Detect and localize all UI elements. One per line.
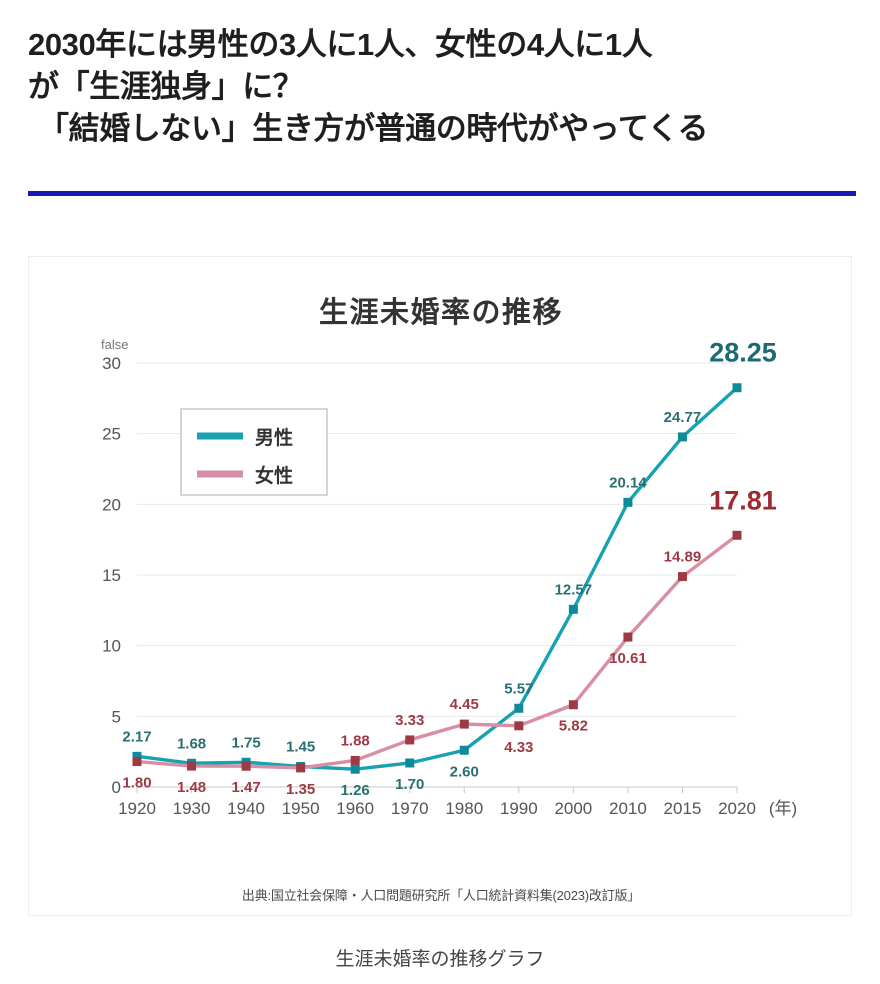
value-label-female-1980: 4.45 bbox=[450, 696, 479, 713]
data-point-male-1920 bbox=[132, 751, 142, 761]
chart-source-note: 出典:国立社会保障・人口問題研究所「人口統計資料集(2023)改訂版」 bbox=[241, 888, 641, 903]
data-point-female-1940 bbox=[241, 761, 251, 771]
series-line-male bbox=[135, 386, 739, 771]
value-label-male-1950: 1.45 bbox=[286, 739, 315, 756]
headline-line-3: 「結婚しない」生き方が普通の時代がやってくる bbox=[38, 111, 709, 147]
data-point-male-1960 bbox=[350, 764, 360, 774]
x-axis-unit-label: (年) bbox=[769, 799, 797, 818]
data-point-male-1990 bbox=[514, 703, 524, 713]
value-label-male-1940: 1.75 bbox=[231, 734, 260, 751]
value-label-female-1960: 1.88 bbox=[341, 732, 370, 749]
value-label-female-2010: 10.61 bbox=[609, 650, 647, 667]
x-axis-tick-1980: 1980 bbox=[445, 799, 483, 818]
legend-label-female: 女性 bbox=[255, 464, 293, 487]
value-label-female-2000: 5.82 bbox=[559, 718, 588, 735]
value-label-female-2015: 14.89 bbox=[664, 549, 702, 566]
headline-line-1: 2030年には男性の3人に1人、女性の4人に1人 bbox=[28, 27, 653, 62]
x-axis-tick-1990: 1990 bbox=[500, 799, 538, 818]
data-point-male-2000 bbox=[568, 604, 578, 614]
data-point-female-1990 bbox=[514, 721, 524, 731]
value-label-female-1920: 1.80 bbox=[122, 775, 151, 792]
value-label-female-1970: 3.33 bbox=[395, 712, 424, 729]
value-label-male-1960: 1.26 bbox=[341, 782, 370, 799]
x-axis-tick-1920: 1920 bbox=[118, 799, 156, 818]
value-label-female-1950: 1.35 bbox=[286, 781, 315, 798]
value-label-male-1990: 5.57 bbox=[504, 680, 533, 697]
value-label-female-2020: 17.81 bbox=[709, 485, 777, 515]
x-axis-tick-1930: 1930 bbox=[173, 799, 211, 818]
legend-box bbox=[180, 408, 328, 496]
data-point-female-2010 bbox=[623, 632, 633, 642]
value-label-male-2015: 24.77 bbox=[664, 409, 702, 426]
y-axis-tick-20: 20 bbox=[102, 495, 121, 514]
x-axis-tick-2000: 2000 bbox=[554, 799, 592, 818]
figure-caption: 生涯未婚率の推移グラフ bbox=[335, 949, 545, 970]
data-point-female-1980 bbox=[459, 719, 469, 729]
data-point-male-2010 bbox=[623, 497, 633, 507]
y-axis-tick-0: 0 bbox=[112, 778, 121, 797]
page-title: 2030年には男性の3人に1人、女性の4人に1人 が「生涯独身」に？ 「結婚しな… bbox=[28, 24, 854, 150]
data-point-male-2015 bbox=[677, 432, 687, 442]
value-label-female-1990: 4.33 bbox=[504, 739, 533, 756]
headline-line-2: が「生涯独身」に？ bbox=[28, 69, 304, 105]
data-point-male-1970 bbox=[405, 758, 415, 768]
svg-text:false: false bbox=[101, 337, 128, 352]
x-axis-tick-2020: 2020 bbox=[718, 799, 756, 818]
data-point-female-1960 bbox=[350, 755, 360, 765]
value-label-male-1980: 2.60 bbox=[450, 763, 479, 780]
x-axis-tick-1960: 1960 bbox=[336, 799, 374, 818]
x-axis-tick-1940: 1940 bbox=[227, 799, 265, 818]
value-label-female-1940: 1.47 bbox=[231, 779, 260, 796]
data-point-male-2020 bbox=[732, 383, 742, 393]
y-axis-tick-25: 25 bbox=[102, 425, 121, 444]
series-line-female bbox=[135, 533, 739, 770]
value-label-male-1930: 1.68 bbox=[177, 735, 206, 752]
data-point-male-1980 bbox=[459, 745, 469, 755]
data-point-female-2015 bbox=[677, 572, 687, 582]
x-axis-tick-1950: 1950 bbox=[282, 799, 320, 818]
y-axis-tick-10: 10 bbox=[102, 637, 121, 656]
line-chart-svg: false 0 5 10 15 20 25 30 1920 1930 1940 1950 1960 197… bbox=[101, 337, 797, 818]
legend-label-male: 男性 bbox=[255, 426, 293, 449]
x-axis-tick-1970: 1970 bbox=[391, 799, 429, 818]
value-label-female-1930: 1.48 bbox=[177, 779, 206, 796]
y-axis-tick-30: 30 bbox=[102, 354, 121, 373]
y-axis-tick-15: 15 bbox=[102, 566, 121, 585]
chart-card: 生涯未婚率の推移 false 0 5 10 15 20 25 30 1920 1930 1940 19… bbox=[28, 256, 852, 916]
data-point-female-2000 bbox=[568, 700, 578, 710]
value-label-male-2010: 20.14 bbox=[609, 474, 647, 491]
data-point-female-1920 bbox=[132, 757, 142, 767]
value-label-male-1970: 1.70 bbox=[395, 776, 424, 793]
data-point-female-1950 bbox=[296, 763, 306, 773]
data-point-female-1970 bbox=[405, 735, 415, 745]
chart-plot: false 0 5 10 15 20 25 30 1920 1930 1940 1950 1960 197… bbox=[29, 327, 853, 857]
x-axis-tick-2010: 2010 bbox=[609, 799, 647, 818]
value-label-male-2000: 12.57 bbox=[555, 581, 593, 598]
x-axis-tick-2015: 2015 bbox=[664, 799, 702, 818]
title-divider bbox=[28, 191, 856, 196]
data-point-female-2020 bbox=[732, 530, 742, 540]
chart-title: 生涯未婚率の推移 bbox=[318, 297, 563, 329]
data-point-female-1930 bbox=[187, 761, 197, 771]
value-label-male-1920: 2.17 bbox=[122, 728, 151, 745]
y-axis-tick-5: 5 bbox=[112, 707, 121, 726]
value-label-male-2020: 28.25 bbox=[709, 338, 777, 368]
